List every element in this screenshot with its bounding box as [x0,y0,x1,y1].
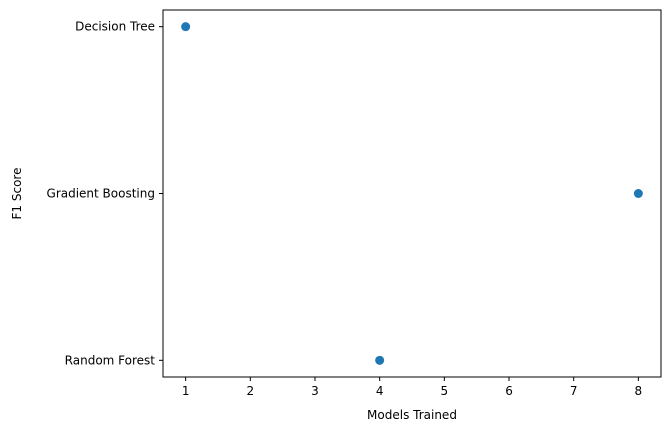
data-point [181,22,191,32]
plot-frame [162,9,662,378]
y-axis-label: F1 Score [10,168,24,220]
x-tick-label: 6 [505,384,513,398]
y-tick-label: Random Forest [65,353,156,367]
x-tick-label: 2 [246,384,254,398]
data-point [633,189,643,198]
x-tick-label: 8 [635,384,643,398]
x-tick-label: 5 [441,384,449,398]
x-axis: 1 2 3 4 5 6 7 8 [182,377,642,398]
x-tick-label: 4 [376,384,384,398]
y-tick-label: Gradient Boosting [47,187,155,201]
x-tick-label: 7 [570,384,578,398]
y-axis: Random Forest Gradient Boosting Decision T… [47,20,163,367]
x-tick-label: 1 [182,384,190,398]
y-tick-label: Decision Tree [75,20,155,34]
data-point [375,355,385,365]
x-tick-label: 3 [311,384,319,398]
plot-area [162,9,662,378]
x-axis-label: Models Trained [367,408,457,422]
data-points [181,22,643,365]
